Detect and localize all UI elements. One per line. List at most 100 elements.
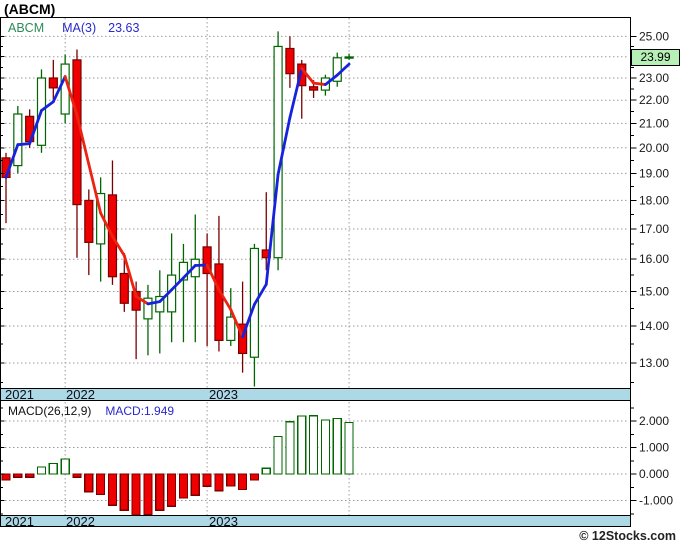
axis-label: -1.000 (639, 494, 673, 508)
ma-segment (312, 81, 327, 86)
ma-segment (170, 276, 185, 292)
price-legend: ABCM MA(3) 23.63 (8, 21, 139, 35)
axis-label: 13.00 (639, 356, 669, 370)
macd-bar (36, 466, 47, 475)
macd-bar (155, 473, 165, 511)
macd-bar (332, 417, 342, 475)
ma-segment (63, 75, 79, 117)
axis-label: 25.00 (639, 29, 669, 43)
candle-body (214, 263, 224, 342)
last-price-badge: 23.99 (631, 48, 680, 66)
candle-body (143, 297, 153, 320)
macd-histogram (1, 415, 354, 516)
ma-segment (288, 66, 304, 119)
macd-bar (167, 473, 177, 507)
ma-segment (111, 234, 126, 258)
ma-segment (87, 162, 103, 215)
macd-value-label: MACD:1.949 (105, 404, 175, 418)
macd-bar (190, 473, 200, 496)
candle-body (344, 56, 354, 59)
price-year-label-2023: 2023 (209, 387, 238, 402)
candle-body (155, 295, 165, 313)
axis-label: 19.00 (639, 166, 669, 180)
ma-segment (253, 282, 268, 306)
macd-bar (1, 473, 11, 481)
ma-segment (134, 295, 150, 306)
axis-label: 17.00 (639, 222, 669, 236)
axis-label: 1.000 (639, 441, 669, 455)
ma-segment (158, 288, 174, 303)
axis-label: 22.00 (639, 93, 669, 107)
macd-bar (297, 415, 307, 475)
candle-body (178, 261, 189, 281)
axis-label: 16.00 (639, 252, 669, 266)
macd-legend: MACD(26,12,9) MACD:1.949 (8, 404, 174, 418)
ma-segment (300, 66, 315, 85)
axis-label: 21.00 (639, 116, 669, 130)
axis-label: 15.00 (639, 284, 669, 298)
axis-label: 20.00 (639, 141, 669, 155)
axis-label: 18.00 (639, 193, 669, 207)
candle-body (13, 113, 23, 167)
macd-bar (238, 473, 248, 490)
macd-bar (178, 473, 189, 499)
candle-body (238, 323, 248, 355)
macd-bar (107, 473, 118, 506)
macd-params-label: MACD(26,12,9) (8, 404, 92, 418)
ma-segment (99, 211, 114, 238)
candle-body (84, 199, 94, 243)
macd-year-label-2021: 2021 (5, 514, 34, 529)
page-title: (ABCM) (4, 1, 56, 17)
ma-segment (335, 62, 351, 77)
macd-bar (48, 462, 58, 475)
axis-label: 23.00 (639, 71, 669, 85)
macd-bar (308, 415, 319, 475)
macd-bar (214, 473, 224, 492)
candle-body (202, 246, 212, 275)
ma-segment (217, 288, 233, 311)
macd-bar (320, 419, 331, 475)
candle-body (226, 316, 236, 342)
ma-value-label: 23.63 (108, 21, 140, 35)
macd-bar (84, 473, 94, 493)
ma-segment (122, 254, 138, 298)
macd-bar (226, 473, 236, 487)
macd-bar (60, 458, 70, 475)
ma-segment (193, 263, 209, 267)
ma-segment (75, 113, 91, 166)
ma-label: MA(3) (62, 21, 97, 35)
price-panel (0, 17, 631, 401)
candle-body (308, 86, 319, 91)
macd-bar (72, 473, 82, 478)
price-year-label-2022: 2022 (66, 387, 95, 402)
macd-bar (131, 473, 141, 516)
macd-year-label-2022: 2022 (66, 514, 95, 529)
ma-segment (264, 172, 280, 286)
candle-body (273, 45, 283, 259)
ma-segment (28, 109, 43, 146)
macd-year-label-2023: 2023 (209, 514, 238, 529)
price-year-band (1, 388, 630, 400)
price-year-label-2021: 2021 (5, 387, 34, 402)
macd-bar (273, 435, 283, 475)
candle-body (48, 77, 58, 89)
macd-bar (249, 473, 260, 481)
macd-bar (202, 473, 212, 487)
macd-bar (285, 421, 295, 475)
macd-bar (119, 473, 129, 511)
macd-bar (344, 421, 354, 475)
candle-body (285, 47, 295, 75)
candle-body (119, 272, 129, 304)
ma-segment (276, 116, 292, 176)
ma-segment (4, 143, 20, 179)
macd-bar (13, 473, 23, 478)
ma-line (4, 62, 351, 339)
ma-segment (229, 308, 245, 339)
symbol-label: ABCM (8, 21, 45, 35)
axis-label: 2.000 (639, 414, 669, 428)
macd-bar (261, 467, 271, 475)
macd-bar (96, 473, 106, 496)
macd-bar (143, 473, 153, 516)
